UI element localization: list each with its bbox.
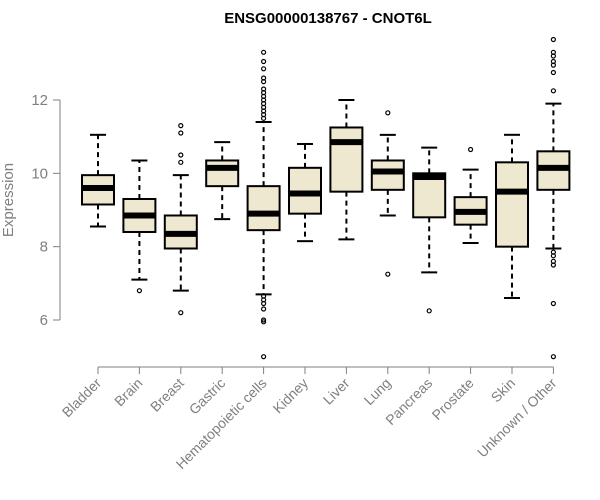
outlier-point	[385, 110, 391, 116]
box-prostate	[453, 146, 488, 244]
y-tick-label: 6	[40, 312, 48, 329]
y-axis-label: Expression	[0, 163, 17, 237]
chart-title: ENSG00000138767 - CNOT6L	[224, 10, 432, 27]
x-tick-label: Skin	[488, 375, 519, 406]
outlier-point	[261, 66, 267, 72]
x-tick-label: Bladder	[59, 375, 105, 421]
iqr-box	[246, 185, 281, 232]
box-skin	[495, 133, 529, 299]
y-tick-label: 8	[40, 239, 48, 256]
outlier-point	[261, 317, 267, 323]
box-hematopoietic-cells	[246, 49, 281, 360]
iqr-box	[329, 126, 364, 193]
outlier-point	[136, 288, 142, 294]
outlier-point	[385, 271, 391, 277]
outlier-point	[178, 159, 184, 165]
outlier-point	[550, 88, 557, 94]
y-tick-label: 10	[31, 165, 48, 182]
outlier-point	[178, 130, 184, 136]
box-gastric	[205, 141, 240, 221]
iqr-box	[412, 172, 447, 219]
outlier-point	[550, 300, 557, 307]
outlier-point	[426, 308, 432, 314]
outlier-point	[261, 293, 267, 299]
x-tick-label: Kidney	[270, 375, 312, 417]
outlier-point	[261, 58, 267, 65]
box-liver	[329, 98, 364, 241]
y-tick-label: 12	[31, 92, 48, 109]
box-lung	[370, 110, 405, 277]
outlier-point	[261, 319, 267, 325]
outlier-point	[261, 354, 267, 360]
x-tick-label: Breast	[147, 375, 187, 415]
outlier-point	[178, 123, 184, 129]
box-bladder	[81, 133, 115, 228]
x-tick-label: Brain	[111, 375, 145, 409]
outlier-point	[550, 49, 557, 55]
outlier-point	[261, 75, 267, 81]
iqr-box	[205, 159, 240, 188]
outlier-point	[550, 258, 557, 264]
box-breast	[163, 123, 198, 316]
outlier-point	[468, 146, 474, 153]
outlier-point	[178, 310, 184, 316]
outlier-point	[178, 152, 184, 158]
outlier-point	[550, 69, 557, 76]
outlier-point	[261, 306, 267, 312]
outlier-point	[550, 58, 557, 65]
x-tick-label: Liver	[320, 375, 353, 408]
box-kidney	[288, 142, 322, 243]
outlier-point	[261, 49, 267, 55]
outlier-point	[550, 36, 557, 43]
x-tick-label: Lung	[361, 375, 394, 408]
box-pancreas	[412, 146, 447, 314]
box-unknown-other	[536, 36, 571, 360]
y-axis: 6 8 10 12	[31, 92, 61, 329]
iqr-box	[495, 161, 529, 248]
iqr-box	[370, 159, 405, 191]
plot-area	[81, 36, 571, 360]
outlier-point	[550, 354, 557, 360]
outlier-point	[550, 249, 557, 255]
outlier-point	[261, 86, 267, 92]
x-tick-label: Prostate	[429, 375, 477, 423]
x-tick-label: Unknown / Other	[474, 375, 560, 461]
box-brain	[122, 159, 157, 294]
